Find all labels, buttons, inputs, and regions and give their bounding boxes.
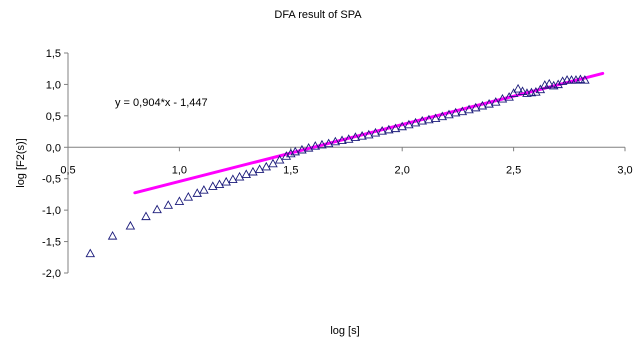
data-point-triangle	[404, 119, 414, 129]
data-point-triangle	[397, 121, 407, 131]
data-point-triangle	[424, 114, 434, 124]
data-point-triangle	[477, 100, 488, 110]
x-tick-label: 1,5	[283, 164, 298, 176]
data-point-triangle	[470, 102, 481, 112]
data-point-triangle	[450, 107, 461, 117]
data-point-triangle	[513, 83, 523, 93]
data-point-triangle	[290, 146, 301, 156]
data-point-triangle	[221, 176, 231, 186]
chart-title: DFA result of SPA	[274, 9, 362, 21]
data-point-triangle	[377, 126, 387, 135]
data-point-triangle	[85, 248, 96, 258]
data-point-triangle	[464, 104, 474, 114]
data-point-triangle	[437, 111, 448, 121]
y-tick-label: -2,0	[42, 268, 61, 280]
regression-equation: y = 0,904*x - 1,447	[115, 97, 208, 109]
x-tick-label: 1,0	[172, 164, 187, 176]
data-point-triangle	[410, 117, 421, 127]
data-point-triangle	[508, 88, 519, 97]
data-point-triangle	[192, 188, 202, 197]
y-tick-label: 1,0	[46, 79, 61, 91]
x-tick-label: 2,0	[395, 164, 410, 176]
data-point-triangle	[444, 109, 454, 119]
data-point-triangle	[317, 139, 327, 149]
data-point-triangle	[261, 161, 272, 171]
data-point-triangle	[286, 148, 296, 158]
data-point-triangle	[544, 78, 555, 88]
data-point-triangle	[199, 185, 209, 194]
data-point-triangle	[234, 171, 245, 181]
data-point-triangle	[535, 84, 546, 94]
data-point-triangle	[553, 79, 563, 89]
data-point-triangle	[457, 106, 468, 116]
data-point-triangle	[274, 154, 285, 164]
x-tick-label: 0,5	[60, 164, 75, 176]
data-point-triangle	[370, 127, 381, 137]
data-point-triangle	[531, 87, 541, 96]
data-point-triangle	[303, 142, 314, 152]
data-point-triangle	[174, 196, 185, 205]
y-axis-title: log [F2(s)]	[15, 138, 27, 188]
y-tick-label: -0,5	[42, 174, 61, 186]
data-point-triangle	[390, 123, 401, 133]
y-tick-label: 1,5	[46, 48, 61, 60]
data-point-triangle	[183, 192, 194, 201]
data-point-triangle	[497, 93, 508, 103]
data-point-triangle	[343, 134, 354, 143]
data-point-triangle	[575, 74, 586, 84]
data-point-triangle	[125, 220, 136, 230]
data-point-triangle	[152, 204, 162, 214]
data-point-triangle	[357, 131, 367, 140]
data-point-triangle	[350, 132, 361, 141]
data-point-triangle	[430, 113, 441, 123]
data-point-triangle	[323, 138, 334, 148]
data-point-triangle	[580, 75, 590, 84]
x-tick-label: 3,0	[617, 164, 632, 176]
data-point-triangle	[491, 97, 501, 106]
data-point-triangle	[241, 169, 252, 178]
y-tick-label: 0,0	[46, 142, 61, 154]
data-point-triangle	[163, 200, 174, 209]
data-point-triangle	[364, 129, 374, 139]
data-point-triangle	[228, 174, 238, 183]
data-point-triangle	[310, 141, 321, 150]
data-point-triangle	[337, 135, 347, 145]
x-tick-label: 2,5	[506, 164, 521, 176]
data-point-triangle	[330, 136, 341, 146]
data-point-triangle	[214, 179, 225, 189]
x-axis-title: log [s]	[330, 325, 359, 337]
data-point-triangle	[268, 158, 278, 168]
data-point-triangle	[141, 211, 151, 221]
y-tick-label: -1,0	[42, 205, 61, 217]
data-point-triangle	[384, 124, 394, 134]
y-tick-label: -1,5	[42, 237, 61, 249]
y-tick-label: 0,5	[46, 111, 61, 123]
data-point-triangle	[107, 230, 118, 240]
data-point-triangle	[254, 164, 265, 173]
plot-area: 1,5 1,0 0,5 0,0 -0,5 -1,0 -1,5 -2,0 0,5 1,0 1,5 2,0…	[42, 48, 633, 280]
data-point-triangle	[484, 98, 494, 108]
data-point-triangle	[208, 181, 218, 190]
data-point-triangle	[248, 166, 258, 176]
data-point-triangle	[417, 115, 428, 125]
data-point-triangle	[297, 144, 307, 154]
data-point-triangle	[281, 151, 292, 160]
data-point-triangle	[517, 86, 528, 95]
